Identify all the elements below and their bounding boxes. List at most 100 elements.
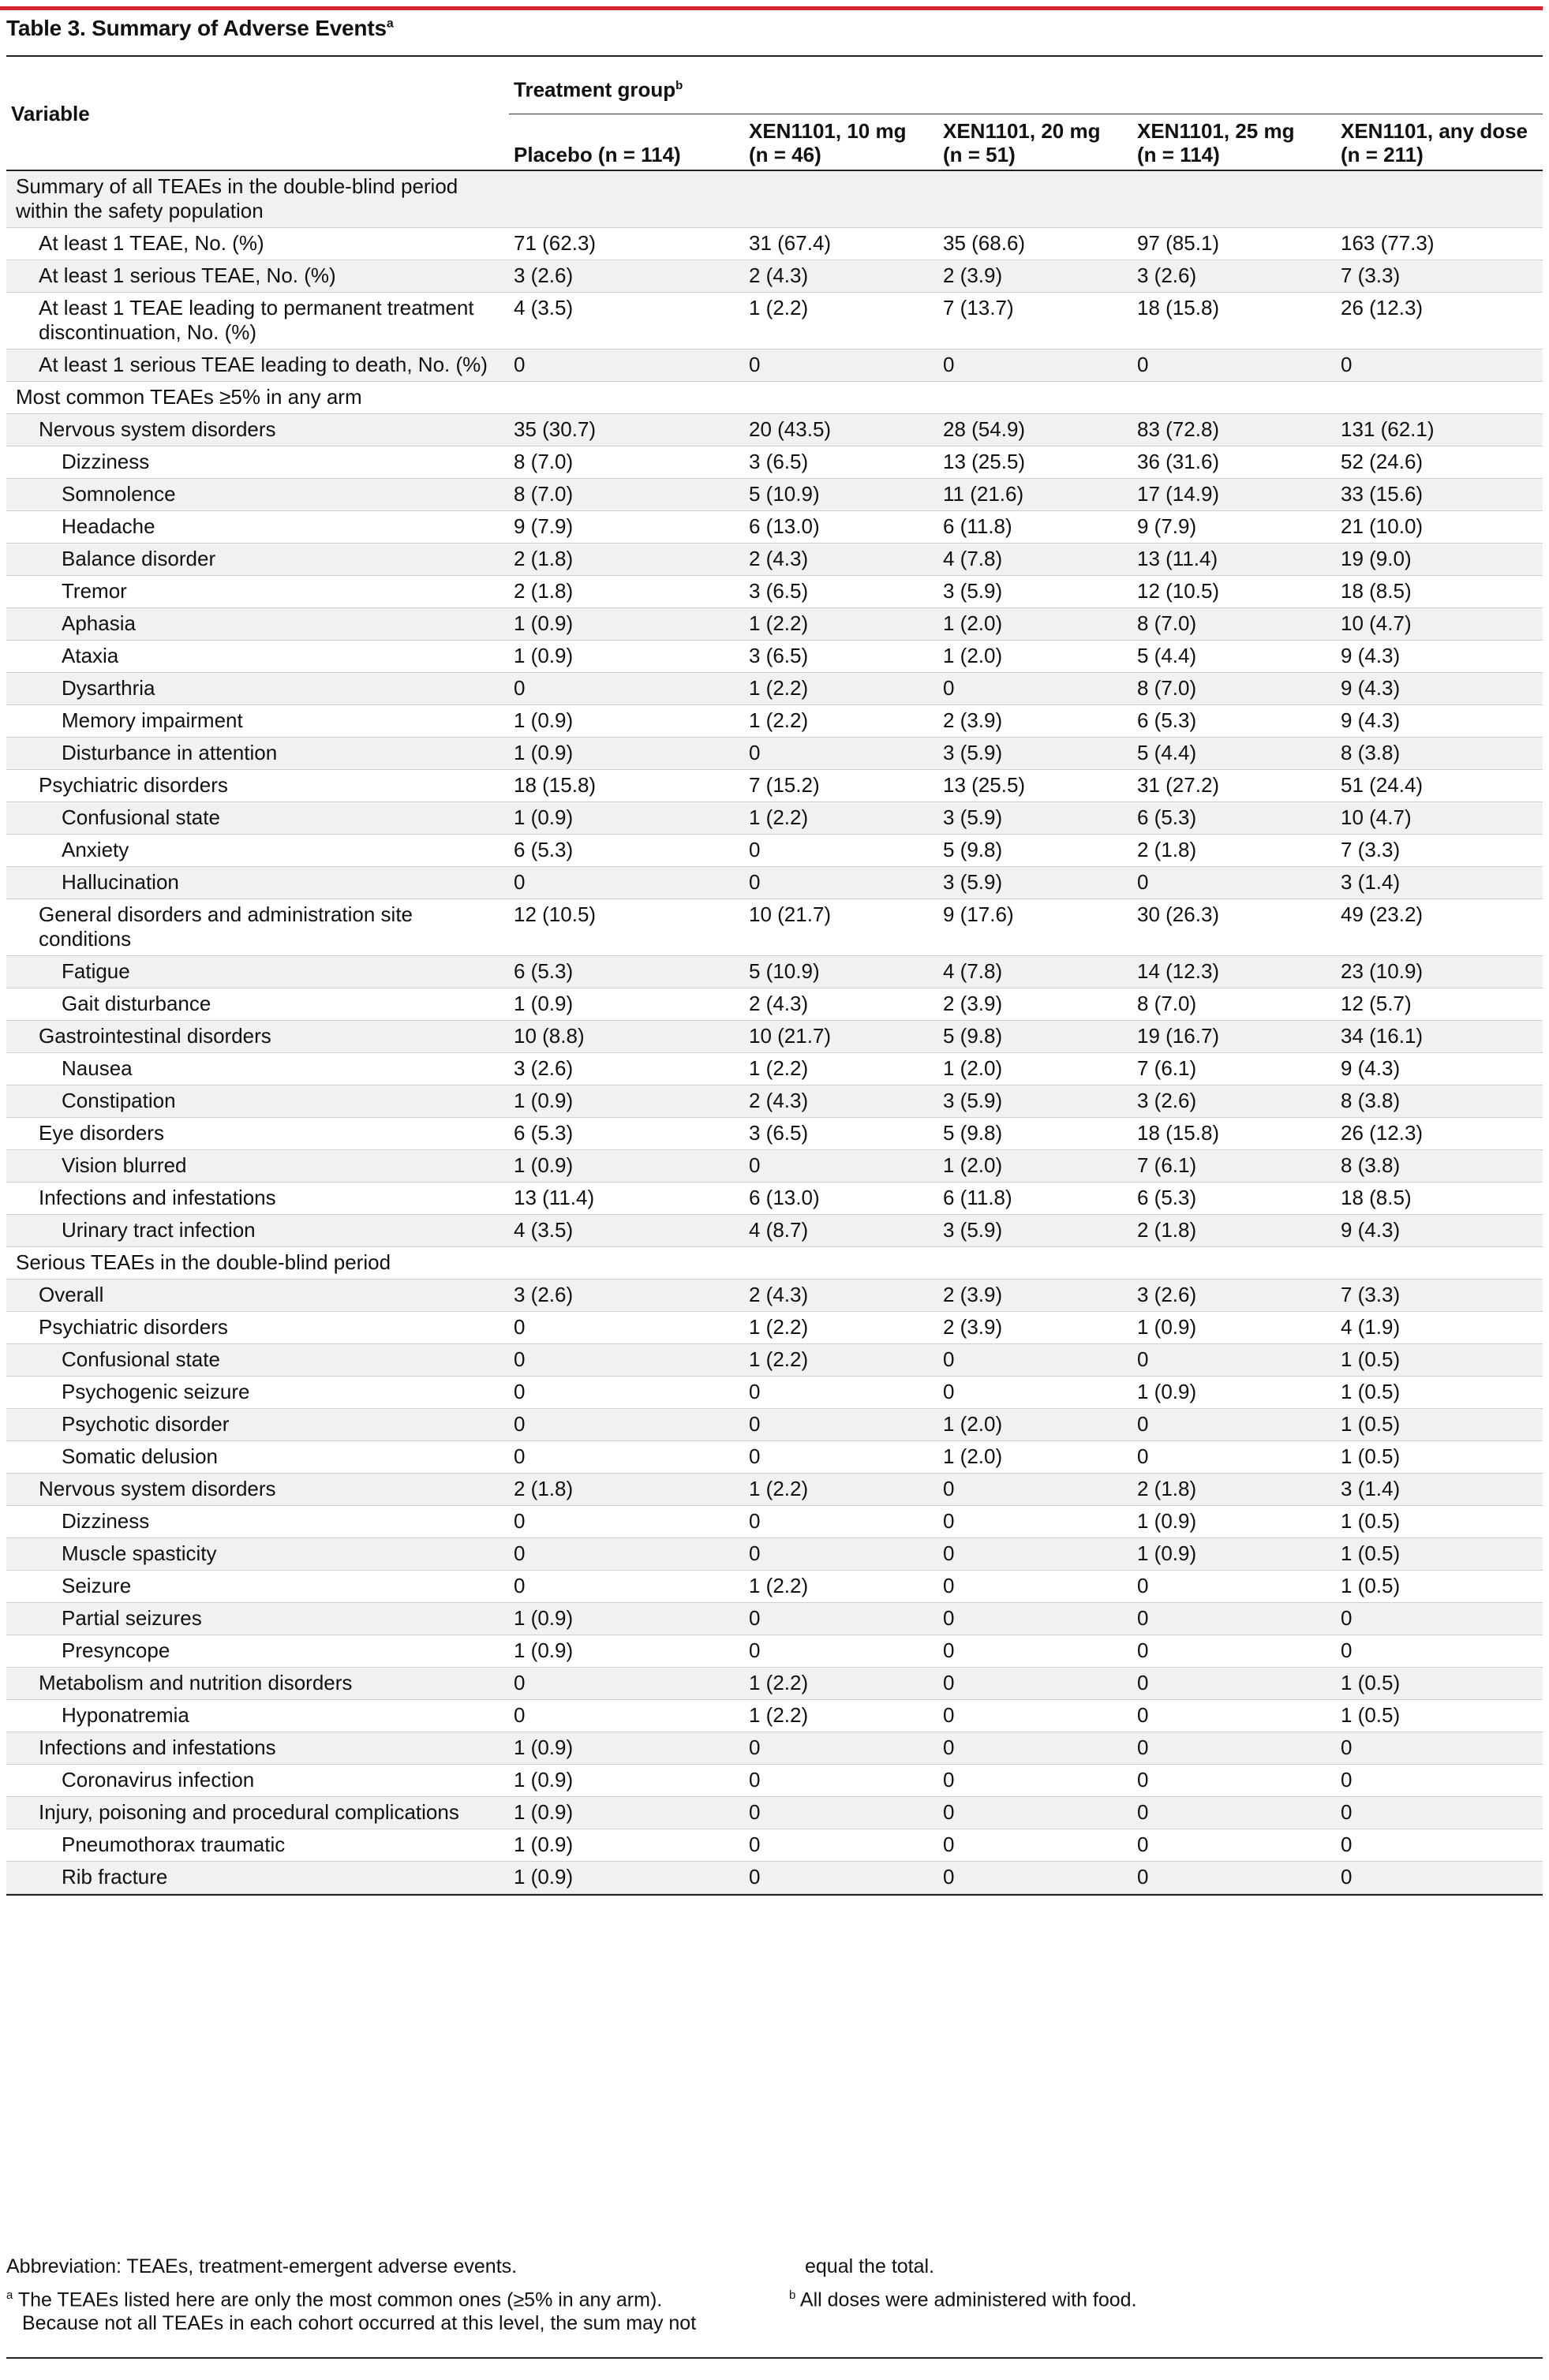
- row-value-col-1: 2 (1.8): [509, 543, 744, 576]
- row-value-col-1: 1 (0.9): [509, 1085, 744, 1118]
- row-value-col-1: 2 (1.8): [509, 1473, 744, 1506]
- row-value-col-5: 0: [1336, 1829, 1543, 1862]
- footnote-a: a The TEAEs listed here are only the mos…: [6, 2284, 696, 2335]
- row-value-col-1: 1 (0.9): [509, 737, 744, 770]
- row-value-col-5: 0: [1336, 1732, 1543, 1765]
- row-value-col-1: 1 (0.9): [509, 1861, 744, 1894]
- row-value-col-5: 1 (0.5): [1336, 1440, 1543, 1474]
- row-label: Tremor: [6, 575, 509, 608]
- row-value-col-1: 3 (2.6): [509, 260, 744, 293]
- table-row: Eye disorders 6 (5.3) 3 (6.5) 5 (9.8) 18 (15…: [6, 1117, 1543, 1150]
- table-row: Nervous system disorders 35 (30.7) 20 (43.…: [6, 413, 1543, 446]
- row-value-col-2: 2 (4.3): [744, 988, 938, 1021]
- row-value-col-1: 6 (5.3): [509, 1117, 744, 1150]
- row-value-col-1: 71 (62.3): [509, 227, 744, 260]
- row-value-col-1: 4 (3.5): [509, 292, 744, 349]
- row-value-col-4: 7 (6.1): [1132, 1149, 1336, 1183]
- row-value-col-1: [509, 1246, 744, 1280]
- row-value-col-5: 7 (3.3): [1336, 1279, 1543, 1312]
- row-value-col-1: 3 (2.6): [509, 1279, 744, 1312]
- footnote-a-line1: The TEAEs listed here are only the most …: [17, 2288, 663, 2311]
- row-value-col-2: 1 (2.2): [744, 607, 938, 641]
- table-row: Rib fracture 1 (0.9) 0 0 0 0: [6, 1861, 1543, 1894]
- row-value-col-4: 12 (10.5): [1132, 575, 1336, 608]
- row-value-col-1: 1 (0.9): [509, 607, 744, 641]
- row-label: Fatigue: [6, 955, 509, 988]
- row-value-col-4: 19 (16.7): [1132, 1020, 1336, 1053]
- row-label: Ataxia: [6, 640, 509, 673]
- row-value-col-5: [1336, 170, 1543, 228]
- row-label: Dizziness: [6, 1505, 509, 1538]
- row-label: Disturbance in attention: [6, 737, 509, 770]
- row-value-col-5: 23 (10.9): [1336, 955, 1543, 988]
- table-row: At least 1 serious TEAE, No. (%) 3 (2.6) 2…: [6, 260, 1543, 293]
- row-value-col-4: 17 (14.9): [1132, 478, 1336, 511]
- row-label: Seizure: [6, 1570, 509, 1603]
- row-value-col-2: 1 (2.2): [744, 672, 938, 705]
- row-value-col-5: 19 (9.0): [1336, 543, 1543, 576]
- row-value-col-1: 1 (0.9): [509, 988, 744, 1021]
- row-value-col-2: 1 (2.2): [744, 1473, 938, 1506]
- column-header-line: (n = 46): [749, 143, 821, 166]
- row-value-col-2: [744, 170, 938, 228]
- table-row: Somnolence 8 (7.0) 5 (10.9) 11 (21.6) 17 (14…: [6, 478, 1543, 511]
- row-value-col-3: 0: [938, 1667, 1132, 1700]
- row-value-col-3: 3 (5.9): [938, 575, 1132, 608]
- row-value-col-2: 1 (2.2): [744, 1667, 938, 1700]
- treatment-group-footnote-mark: b: [675, 78, 683, 92]
- row-value-col-4: 1 (0.9): [1132, 1311, 1336, 1344]
- row-value-col-1: 0: [509, 1667, 744, 1700]
- row-value-col-5: 131 (62.1): [1336, 413, 1543, 446]
- row-value-col-5: [1336, 381, 1543, 414]
- treatment-group-header: Treatment groupb: [509, 57, 1543, 114]
- row-value-col-5: 9 (4.3): [1336, 1052, 1543, 1085]
- variable-header: Variable: [6, 57, 509, 171]
- row-value-col-4: 7 (6.1): [1132, 1052, 1336, 1085]
- row-value-col-3: 4 (7.8): [938, 955, 1132, 988]
- row-label: Gait disturbance: [6, 988, 509, 1021]
- row-value-col-5: 9 (4.3): [1336, 672, 1543, 705]
- row-value-col-3: 1 (2.0): [938, 640, 1132, 673]
- row-value-col-3: 7 (13.7): [938, 292, 1132, 349]
- column-header-line: XEN1101, any dose: [1341, 119, 1528, 143]
- row-value-col-5: 0: [1336, 1635, 1543, 1668]
- row-value-col-3: 0: [938, 672, 1132, 705]
- table-row: At least 1 TEAE leading to permanent tre…: [6, 292, 1543, 349]
- row-value-col-1: 0: [509, 1699, 744, 1732]
- table-bottom-rule: [6, 1894, 1543, 1896]
- row-value-col-2: 1 (2.2): [744, 292, 938, 349]
- row-value-col-1: 0: [509, 672, 744, 705]
- row-value-col-2: 0: [744, 737, 938, 770]
- row-value-col-1: 4 (3.5): [509, 1214, 744, 1247]
- row-value-col-4: 0: [1132, 1667, 1336, 1700]
- row-value-col-1: 1 (0.9): [509, 1149, 744, 1183]
- row-value-col-5: 49 (23.2): [1336, 899, 1543, 956]
- footnote-b-mark: b: [789, 2288, 796, 2302]
- table-row: Dizziness 0 0 0 1 (0.9) 1 (0.5): [6, 1505, 1543, 1538]
- row-value-col-1: 0: [509, 1343, 744, 1377]
- row-value-col-3: 0: [938, 1473, 1132, 1506]
- row-value-col-2: 0: [744, 866, 938, 899]
- table-row: Somatic delusion 0 0 1 (2.0) 0 1 (0.5): [6, 1440, 1543, 1474]
- row-label: Urinary tract infection: [6, 1214, 509, 1247]
- row-value-col-2: 0: [744, 1796, 938, 1829]
- row-value-col-4: [1132, 170, 1336, 228]
- row-value-col-5: 33 (15.6): [1336, 478, 1543, 511]
- row-value-col-3: 6 (11.8): [938, 510, 1132, 544]
- row-value-col-5: 8 (3.8): [1336, 1149, 1543, 1183]
- row-value-col-1: 1 (0.9): [509, 1732, 744, 1765]
- row-value-col-5: 26 (12.3): [1336, 292, 1543, 349]
- row-value-col-2: 2 (4.3): [744, 543, 938, 576]
- footnote-a-line2: Because not all TEAEs in each cohort occ…: [22, 2312, 697, 2335]
- row-value-col-3: 2 (3.9): [938, 260, 1132, 293]
- row-value-col-1: 2 (1.8): [509, 575, 744, 608]
- footnote-a-mark: a: [6, 2288, 13, 2302]
- row-label: Nervous system disorders: [6, 1473, 509, 1506]
- row-value-col-3: 2 (3.9): [938, 1311, 1132, 1344]
- footnote-b: b All doses were administered with food.: [789, 2284, 1137, 2311]
- row-label: Balance disorder: [6, 543, 509, 576]
- table-row: General disorders and administration sit…: [6, 899, 1543, 956]
- row-value-col-2: 1 (2.2): [744, 1570, 938, 1603]
- table-row: Pneumothorax traumatic 1 (0.9) 0 0 0 0: [6, 1829, 1543, 1862]
- table-row: Nervous system disorders 2 (1.8) 1 (2.2) 0 2…: [6, 1473, 1543, 1506]
